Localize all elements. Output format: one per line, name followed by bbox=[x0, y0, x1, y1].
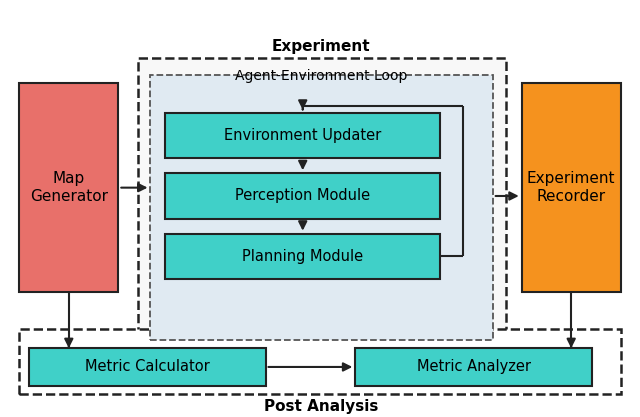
Bar bbox=[29, 348, 266, 386]
Text: Environment Updater: Environment Updater bbox=[224, 128, 381, 143]
Text: Map
Generator: Map Generator bbox=[30, 171, 108, 204]
Bar bbox=[150, 75, 493, 340]
Text: Metric Calculator: Metric Calculator bbox=[85, 359, 209, 374]
Text: Metric Analyzer: Metric Analyzer bbox=[417, 359, 531, 374]
Text: Planning Module: Planning Module bbox=[242, 249, 364, 264]
Text: Agent-Environment Loop: Agent-Environment Loop bbox=[235, 69, 408, 83]
Bar bbox=[138, 58, 506, 365]
Text: Experiment
Recorder: Experiment Recorder bbox=[527, 171, 616, 204]
Text: Perception Module: Perception Module bbox=[235, 188, 371, 203]
Text: Post Analysis: Post Analysis bbox=[264, 399, 378, 414]
Bar bbox=[355, 348, 592, 386]
Bar bbox=[522, 83, 621, 292]
Bar bbox=[19, 329, 621, 394]
Bar bbox=[165, 113, 440, 158]
Bar bbox=[165, 234, 440, 279]
Text: Experiment: Experiment bbox=[272, 39, 371, 54]
Bar bbox=[19, 83, 118, 292]
Bar bbox=[165, 173, 440, 219]
